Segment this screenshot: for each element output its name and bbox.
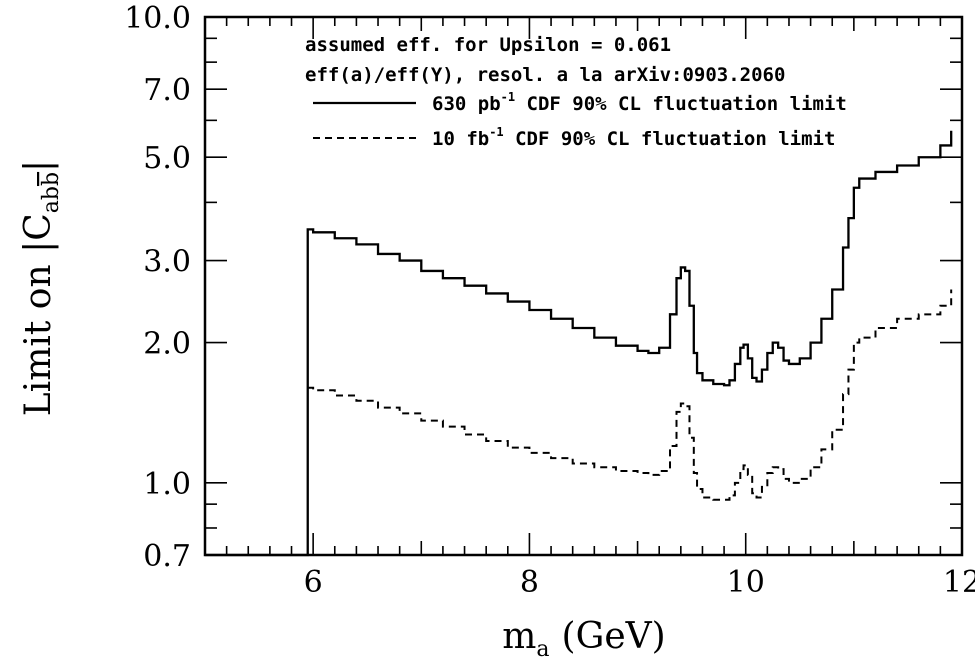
x-tick-label: 10 — [727, 565, 765, 600]
x-tick-label: 12 — [943, 565, 975, 600]
series-10fb-dashed — [307, 289, 953, 501]
tick-labels: 6 8 10 12 0.7 1.0 2.0 3.0 5.0 7.0 10.0 — [124, 1, 975, 600]
y-tick-label: 7.0 — [143, 73, 191, 108]
y-tick-label: 0.7 — [143, 539, 191, 574]
legend-dashed-label: 10 fb-1 CDF 90% CL fluctuation limit — [432, 125, 835, 150]
annotation-upsilon-eff: assumed eff. for Upsilon = 0.061 — [305, 34, 671, 56]
axis-ticks — [204, 16, 963, 556]
y-tick-label: 1.0 — [143, 467, 191, 502]
series-630pb-solid — [205, 130, 953, 557]
plot-frame — [203, 15, 964, 557]
x-tick-label: 6 — [304, 565, 323, 600]
x-tick-label: 8 — [520, 565, 539, 600]
y-axis-title: Limit on |Cabb| — [18, 160, 64, 416]
legend-solid-label: 630 pb-1 CDF 90% CL fluctuation limit — [432, 90, 847, 115]
y-tick-label: 10.0 — [124, 1, 191, 36]
series-layer — [205, 130, 953, 557]
annotation-resolution: eff(a)/eff(Υ), resol. a la arXiv:0903.20… — [305, 64, 785, 86]
y-tick-label: 5.0 — [143, 141, 191, 176]
y-tick-label: 2.0 — [143, 327, 191, 362]
x-axis-title: ma (GeV) — [502, 616, 665, 660]
y-tick-label: 3.0 — [143, 245, 191, 280]
